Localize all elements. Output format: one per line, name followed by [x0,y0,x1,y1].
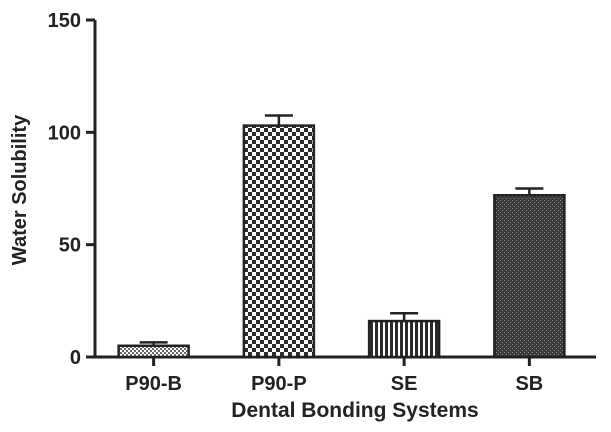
y-tick-label: 50 [59,235,81,257]
x-axis-label: Dental Bonding Systems [231,399,478,422]
x-tick-label: P90-B [125,373,182,395]
bar-p90-p [242,124,316,359]
y-axis-label: Water Solubility [9,114,31,265]
x-tick-group: P90-B P90-P SE SB [125,357,543,395]
x-tick-label: SB [515,373,543,395]
x-tick-label: P90-P [251,373,307,395]
y-tick-group: 0 50 100 150 [48,10,95,369]
error-bars-group [139,114,544,346]
bar-p90-b [117,344,190,359]
y-tick-label: 100 [48,122,81,144]
bar-se [367,319,441,359]
bars-group [117,124,566,359]
y-tick-label: 150 [48,10,81,32]
bar-sb [493,193,566,359]
x-tick-label: SE [391,373,418,395]
y-tick-label: 0 [70,347,81,369]
